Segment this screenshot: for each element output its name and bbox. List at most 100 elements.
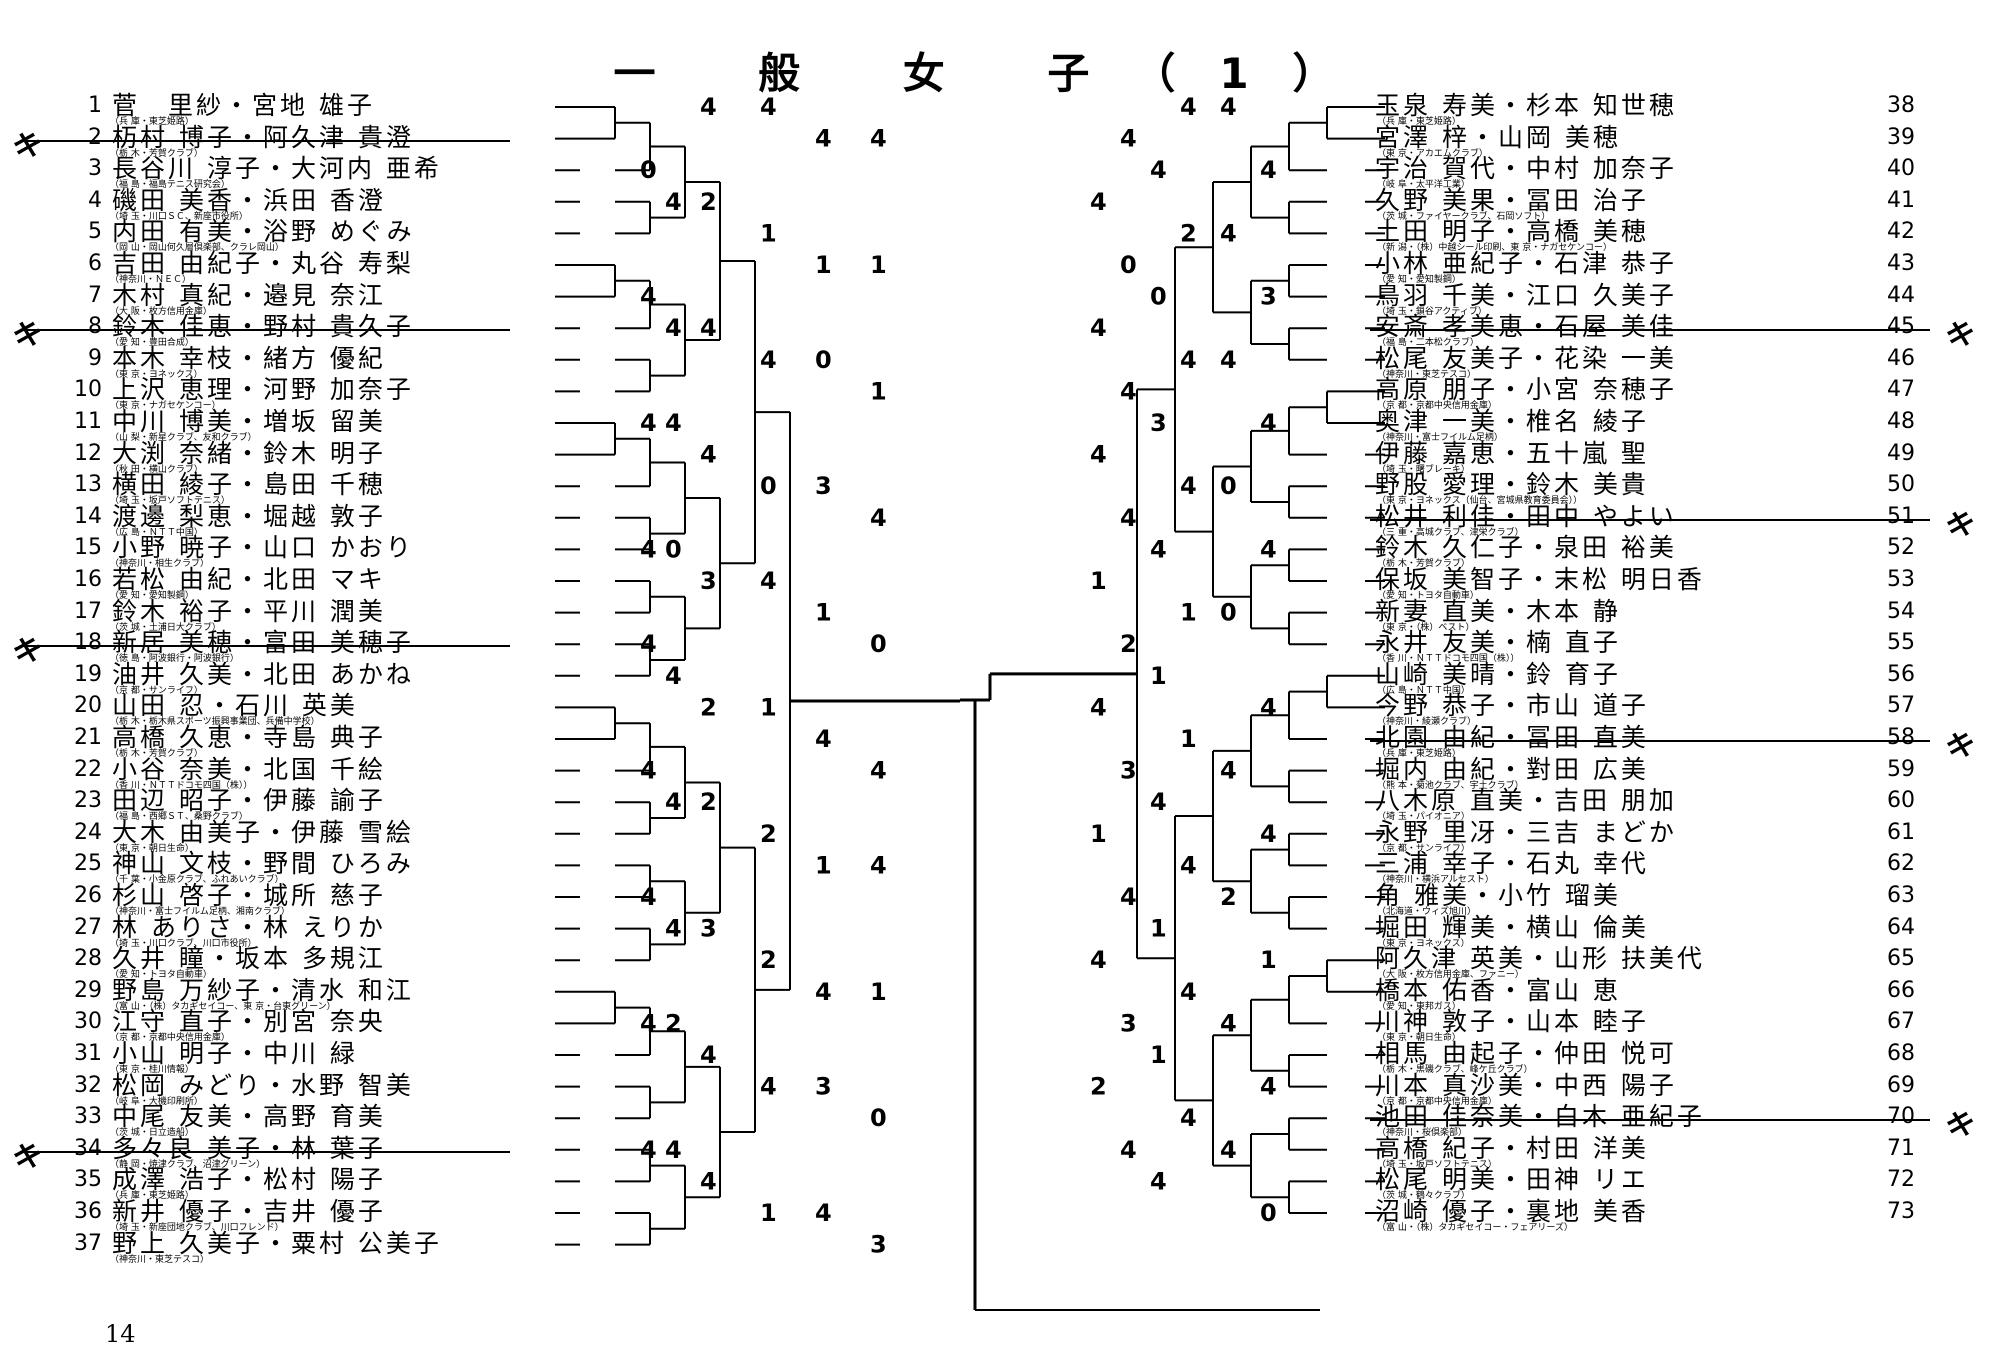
- score-mark: 2: [700, 788, 717, 816]
- entry-number: 59: [1887, 756, 1915, 782]
- score-mark: 4: [760, 93, 777, 121]
- entry-affiliation: （埼 玉・新座団地クラブ、川口フレンド）: [110, 1223, 284, 1233]
- withdrawn-strike: [20, 645, 510, 648]
- score-mark: 2: [760, 946, 777, 974]
- entry-affiliation: （東 京・桂川情報）: [110, 1065, 194, 1075]
- score-mark: 4: [640, 535, 657, 563]
- entry-names: 油井 久美・北田 あかね: [112, 659, 414, 689]
- entry-names: 田辺 昭子・伊藤 諭子: [112, 786, 386, 816]
- score-mark: 1: [870, 377, 887, 405]
- entry-affiliation: （福 島・西郷ＳＴ、桑野クラブ）: [110, 812, 248, 823]
- page-number: 14: [105, 1320, 136, 1348]
- entry-affiliation: （愛 知・愛知製鋼）: [110, 591, 194, 601]
- score-mark: 3: [815, 1073, 832, 1101]
- entry-affiliation: （神奈川・富士フイルム足柄）: [1377, 433, 1503, 443]
- score-mark: 4: [1180, 93, 1197, 121]
- score-mark: 0: [870, 630, 887, 658]
- entry-number: 20: [74, 693, 102, 719]
- page-title: 一 般 女 子（1）: [613, 49, 1379, 98]
- score-mark: 4: [815, 1199, 832, 1227]
- score-mark: 4: [700, 1167, 717, 1195]
- entry-number: 41: [1887, 187, 1915, 213]
- entry-names: 山田 忍・石川 英美: [112, 691, 358, 721]
- entry-names: 小谷 奈美・北国 千絵: [112, 754, 386, 784]
- entry-names: 松井 利佳・田中 やよい: [1375, 501, 1677, 531]
- entry-names: 野島 万紗子・清水 和江: [112, 975, 414, 1005]
- score-mark: 4: [1120, 883, 1137, 911]
- score-mark: 4: [700, 314, 717, 342]
- score-mark: 1: [760, 1199, 777, 1227]
- score-mark: 1: [760, 693, 777, 721]
- score-mark: 4: [700, 93, 717, 121]
- withdrawn-strike: [20, 329, 510, 332]
- entry-number: 32: [74, 1072, 102, 1098]
- entry-number: 26: [74, 883, 102, 908]
- entry-affiliation: （東 京・ヨネックス（仙台、宮城県教育委員会））: [1377, 496, 1583, 507]
- score-mark: 4: [1260, 156, 1277, 184]
- entry-affiliation: （愛 知・トヨタ自動車）: [1377, 591, 1479, 601]
- score-mark: 4: [815, 725, 832, 753]
- score-mark: 4: [815, 978, 832, 1006]
- score-mark: 2: [1090, 1073, 1107, 1101]
- score-mark: 4: [870, 504, 887, 532]
- entry-affiliation: （神奈川・富士フイルム足柄、湘南クラブ）: [110, 907, 290, 917]
- entry-number: 54: [1887, 598, 1915, 624]
- entry-number: 36: [74, 1199, 102, 1224]
- entry-affiliation: （京 都・サンライフ）: [1377, 843, 1470, 854]
- score-mark: 1: [815, 851, 832, 879]
- entry-affiliation: （栃 木・芳賀クラブ）: [110, 148, 203, 159]
- entry-number: 67: [1887, 1009, 1915, 1035]
- score-mark: 4: [760, 346, 777, 374]
- entry-affiliation: （香 川・ＮＴＴドコモ四国（株））: [1377, 654, 1520, 665]
- withdrawn-strike: [1370, 329, 1930, 332]
- entry-names: 高橋 紀子・村田 洋美: [1375, 1133, 1649, 1163]
- entry-names: 新妻 直美・木本 静: [1375, 596, 1621, 626]
- score-mark: 1: [1260, 946, 1277, 974]
- entry-affiliation: （埼 玉・曙ブレーキ）: [1377, 464, 1470, 475]
- score-mark: 4: [870, 757, 887, 785]
- entry-names: 鈴木 久仁子・泉田 裕美: [1375, 533, 1677, 563]
- entry-affiliation: （東 京・ヨネックス）: [110, 369, 203, 380]
- entry-names: 相馬 由起子・仲田 悦可: [1375, 1039, 1677, 1068]
- score-mark: 4: [640, 883, 657, 911]
- entry-affiliation: （埼 玉・坂戸ソフトテニス）: [1377, 1159, 1497, 1170]
- entry-number: 40: [1887, 156, 1915, 182]
- score-mark: 4: [1150, 1167, 1167, 1195]
- entry-affiliation: （岐 阜・太平洋工業）: [1377, 180, 1470, 191]
- score-mark: 4: [1120, 1136, 1137, 1164]
- score-mark: 1: [1180, 725, 1197, 753]
- entry-affiliation: （神奈川・相生クラブ）: [110, 559, 210, 570]
- score-mark: 0: [665, 535, 682, 563]
- score-mark: 0: [1220, 472, 1237, 500]
- score-mark: 0: [640, 156, 657, 184]
- entry-affiliation: （神奈川・東芝テスコ）: [1377, 369, 1477, 380]
- entry-names: 高原 朋子・小宮 奈穂子: [1375, 375, 1677, 405]
- entry-names: 堀内 由紀・對田 広美: [1375, 754, 1649, 784]
- entry-names: 松岡 みどり・水野 智美: [112, 1070, 414, 1100]
- entry-number: 42: [1887, 219, 1915, 245]
- score-mark: 4: [1220, 1136, 1237, 1164]
- entry-affiliation: （大 阪・枚方信用金庫、ファニー）: [1377, 970, 1524, 981]
- entry-affiliation: （埼 玉・パイオニア）: [1377, 812, 1470, 823]
- entry-affiliation: （北海道・ウィズ旭川）: [1377, 907, 1477, 917]
- entry-names: 沼崎 優子・裏地 美香: [1375, 1197, 1649, 1226]
- score-mark: 4: [1180, 978, 1197, 1006]
- score-mark: 1: [760, 219, 777, 247]
- entry-affiliation: （大 阪・枚方信用金庫）: [110, 306, 212, 317]
- withdrawn-strike: [1370, 740, 1930, 742]
- entry-affiliation: （徳 島・阿波銀行・阿波銀行）: [110, 654, 239, 665]
- score-mark: 0: [1120, 251, 1137, 279]
- entry-number: 60: [1887, 788, 1915, 814]
- entry-names: 上沢 恵理・河野 加奈子: [112, 375, 414, 405]
- score-mark: 4: [665, 788, 682, 816]
- score-mark: 4: [640, 757, 657, 785]
- entry-affiliation: （岐 阜・大機印刷所）: [110, 1096, 203, 1107]
- entry-names: 川神 敦子・山本 睦子: [1375, 1007, 1649, 1037]
- score-mark: 1: [1150, 915, 1167, 943]
- entry-names: 松尾 明美・田神 リエ: [1375, 1165, 1649, 1195]
- entry-number: 3: [88, 156, 102, 182]
- entry-number: 66: [1887, 977, 1915, 1003]
- entry-names: 永野 里冴・三吉 まどか: [1375, 817, 1677, 847]
- entry-affiliation: （福 島・福島テニス研究会）: [110, 180, 230, 191]
- entry-affiliation: （静 岡・焼津クラブ、沼津グリーン）: [110, 1159, 266, 1170]
